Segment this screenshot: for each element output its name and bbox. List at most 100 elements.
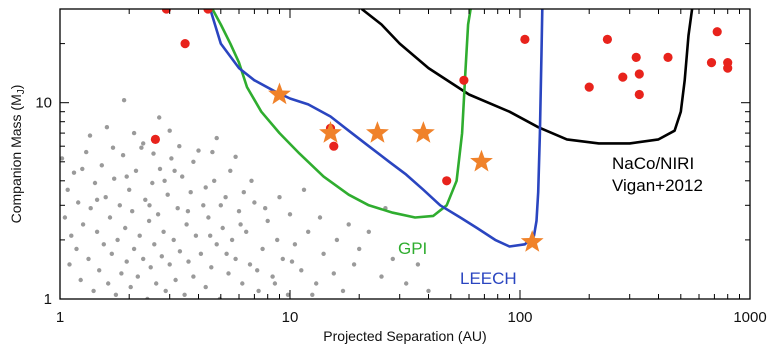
field-object-point (127, 187, 132, 192)
field-object-point (218, 203, 223, 208)
field-object-point (113, 292, 119, 297)
field-object-point (157, 115, 162, 120)
field-objects-layer (60, 98, 431, 299)
known-companion-point (634, 69, 644, 79)
known-companion-point (442, 176, 452, 186)
field-object-point (331, 271, 336, 276)
field-object-point (214, 242, 219, 247)
field-object-point (210, 149, 215, 155)
field-object-point (167, 262, 172, 267)
field-object-point (299, 268, 304, 273)
star-marker (470, 149, 493, 172)
field-object-point (256, 288, 261, 294)
field-object-point (193, 233, 199, 238)
field-object-point (103, 195, 108, 200)
field-object-point (180, 174, 185, 179)
field-object-point (101, 242, 107, 247)
field-object-point (212, 178, 217, 183)
field-object-point (131, 130, 137, 136)
field-object-point (177, 249, 183, 254)
field-object-point (340, 288, 346, 294)
field-object-point (128, 284, 133, 290)
field-object-point (351, 262, 357, 267)
field-object-point (84, 149, 89, 155)
naco-curve (360, 9, 694, 145)
x-tick-label: 100 (507, 309, 532, 326)
field-object-point (133, 168, 139, 173)
field-object-point (379, 274, 384, 279)
field-object-point (146, 218, 152, 224)
field-object-point (233, 256, 238, 262)
field-object-point (252, 200, 257, 205)
field-object-point (65, 187, 70, 192)
known-companion-point (459, 75, 469, 85)
known-companion-point (150, 134, 160, 144)
star-marker (366, 121, 389, 143)
known-companions-layer (150, 9, 733, 186)
field-object-point (86, 256, 91, 262)
field-object-point (191, 274, 196, 279)
known-companion-point (706, 58, 717, 68)
known-companion-point (602, 34, 613, 45)
field-object-point (78, 277, 83, 283)
field-object-point (236, 209, 242, 214)
field-object-point (120, 153, 126, 158)
field-object-point (141, 141, 146, 146)
field-object-point (92, 180, 98, 186)
star-marker (411, 121, 435, 143)
field-object-point (155, 212, 161, 217)
field-object-point (270, 274, 275, 279)
field-object-point (141, 256, 146, 262)
tick-labels-layer: 1 10 100 1000 1 10 (35, 95, 766, 326)
y-tick-label: 1 (44, 291, 52, 308)
field-object-point (175, 206, 180, 211)
field-object-point (196, 148, 201, 153)
field-object-point (301, 187, 307, 192)
field-object-point (415, 262, 421, 267)
field-object-point (184, 222, 189, 227)
plot-frame (59, 8, 751, 300)
field-object-point (165, 192, 170, 197)
x-axis-title: Projected Separation (AU) (323, 328, 486, 344)
known-companion-point (663, 52, 673, 63)
field-object-point (130, 209, 135, 214)
field-object-point (119, 271, 124, 276)
field-object-point (117, 203, 123, 208)
field-object-point (241, 190, 246, 195)
field-object-point (310, 292, 315, 297)
field-object-point (171, 237, 176, 243)
field-object-point (135, 274, 140, 279)
field-object-point (173, 277, 178, 283)
field-object-point (143, 197, 148, 202)
field-object-point (280, 256, 285, 262)
field-object-point (167, 128, 172, 133)
star-marker (319, 121, 342, 143)
field-object-point (169, 156, 174, 161)
field-object-point (206, 215, 211, 220)
field-object-point (163, 288, 168, 294)
stars-layer (268, 82, 544, 252)
field-object-point (110, 145, 116, 150)
field-object-point (161, 229, 166, 234)
field-object-point (182, 292, 187, 297)
field-object-point (201, 203, 206, 208)
field-object-point (390, 256, 395, 262)
field-object-point (131, 246, 137, 252)
field-object-point (157, 166, 163, 172)
known-companion-point (712, 27, 722, 37)
field-object-point (91, 288, 96, 294)
field-object-point (317, 215, 323, 220)
field-object-point (229, 237, 235, 243)
field-object-point (162, 178, 167, 183)
field-object-point (150, 180, 155, 186)
field-object-point (188, 190, 193, 195)
field-object-point (152, 242, 157, 247)
field-object-point (404, 281, 409, 286)
field-object-point (88, 206, 93, 211)
field-object-point (238, 222, 243, 227)
y-tick-label: 10 (35, 95, 52, 112)
annotation-naco-line1: NaCo/NIRI (612, 154, 694, 173)
field-object-point (115, 237, 120, 243)
field-object-point (60, 156, 65, 161)
